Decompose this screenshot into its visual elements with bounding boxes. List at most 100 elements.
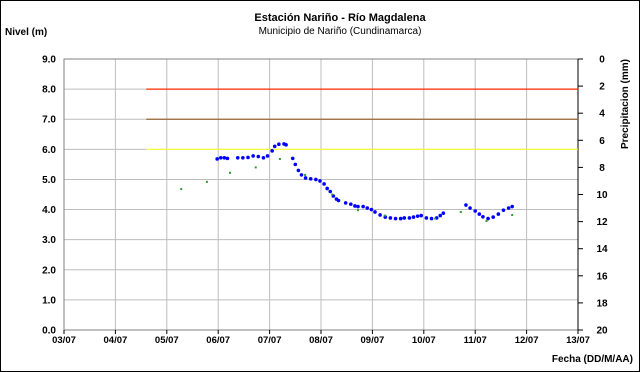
level-point bbox=[369, 207, 374, 212]
x-tick-label: 13/07 bbox=[566, 335, 590, 346]
y2-tick-label: 20 bbox=[596, 326, 608, 337]
y-tick-label: 0.0 bbox=[42, 326, 56, 337]
level-point bbox=[361, 204, 365, 209]
level-point bbox=[477, 212, 482, 216]
level-point bbox=[293, 162, 298, 167]
rain-marker bbox=[278, 157, 281, 160]
level-point bbox=[308, 177, 313, 181]
x-tick-label: 09/07 bbox=[361, 335, 385, 346]
y2-tick-label: 12 bbox=[596, 217, 608, 228]
level-point bbox=[277, 142, 281, 147]
rain-marker bbox=[357, 209, 360, 212]
y2-tick-label: 6 bbox=[599, 136, 605, 147]
level-point bbox=[473, 209, 478, 213]
x-tick-label: 03/07 bbox=[52, 335, 76, 346]
level-point bbox=[496, 212, 501, 216]
x-tick-label: 10/07 bbox=[412, 335, 436, 346]
level-point bbox=[336, 198, 341, 203]
level-point bbox=[415, 214, 420, 218]
x-tick-label: 11/07 bbox=[464, 335, 487, 346]
rain-marker bbox=[511, 213, 514, 216]
level-point bbox=[388, 216, 393, 220]
level-point bbox=[429, 216, 434, 221]
y-tick-label: 8.0 bbox=[42, 85, 56, 96]
level-point bbox=[290, 156, 295, 161]
level-point bbox=[325, 186, 329, 191]
x-axis-label: Fecha (DD/M/AA) bbox=[552, 354, 633, 365]
x-tick-label: 05/07 bbox=[155, 335, 179, 346]
level-point bbox=[256, 154, 261, 159]
x-tick-label: 06/07 bbox=[206, 335, 230, 346]
level-point bbox=[491, 215, 495, 219]
level-point bbox=[393, 216, 398, 221]
y-tick-label: 7.0 bbox=[42, 115, 56, 126]
level-point bbox=[407, 216, 412, 220]
y2-tick-label: 0 bbox=[599, 55, 605, 66]
y-tick-label: 4.0 bbox=[42, 205, 56, 216]
x-tick-label: 12/07 bbox=[515, 335, 539, 346]
level-point bbox=[373, 210, 377, 214]
y-axis-label: Nivel (m) bbox=[5, 27, 47, 38]
level-point bbox=[246, 155, 250, 160]
level-point bbox=[303, 176, 308, 180]
rain-marker bbox=[229, 171, 232, 174]
level-point bbox=[296, 168, 301, 173]
level-point bbox=[424, 216, 429, 220]
x-tick-label: 07/07 bbox=[258, 335, 282, 346]
level-point bbox=[322, 182, 326, 186]
level-point bbox=[486, 216, 490, 221]
y2-tick-label: 10 bbox=[596, 190, 608, 201]
level-point bbox=[441, 211, 446, 215]
level-point bbox=[215, 157, 219, 161]
level-point bbox=[225, 156, 230, 161]
level-point bbox=[402, 216, 407, 220]
y-tick-label: 3.0 bbox=[42, 235, 56, 246]
chart-subtitle: Municipio de Nariño (Cundinamarca) bbox=[259, 26, 422, 37]
level-point bbox=[349, 202, 353, 206]
y2-axis-label: Precipitacion (mm) bbox=[620, 59, 631, 149]
rain-marker bbox=[331, 193, 334, 196]
rain-marker bbox=[254, 166, 257, 169]
rain-marker bbox=[434, 217, 437, 220]
level-point bbox=[378, 213, 382, 217]
rain-marker bbox=[205, 180, 208, 183]
level-point bbox=[314, 177, 318, 182]
rain-marker bbox=[304, 173, 307, 176]
level-point bbox=[218, 155, 223, 160]
y2-tick-label: 2 bbox=[599, 82, 605, 93]
y2-tick-label: 16 bbox=[596, 271, 608, 282]
level-point bbox=[356, 204, 360, 209]
plot-area: 0.0 1.0 2.0 3.0 4.0 5.0 6.0 7.0 8.0 9.0 0 2 4 6 8 10 12 1… bbox=[42, 55, 608, 347]
rain-marker bbox=[180, 188, 183, 191]
level-point bbox=[270, 149, 274, 153]
y2-tick-label: 18 bbox=[596, 298, 608, 309]
level-point bbox=[353, 204, 357, 208]
level-point bbox=[438, 213, 443, 218]
rain-marker bbox=[459, 210, 462, 213]
y-tick-label: 5.0 bbox=[42, 175, 56, 186]
y-tick-label: 9.0 bbox=[42, 55, 56, 66]
level-point bbox=[284, 143, 288, 147]
level-point bbox=[501, 208, 506, 212]
level-point bbox=[468, 206, 472, 210]
y-tick-label: 1.0 bbox=[42, 295, 56, 306]
x-tick-label: 08/07 bbox=[309, 335, 333, 346]
level-point bbox=[343, 201, 348, 205]
level-point bbox=[328, 189, 333, 194]
level-point bbox=[510, 204, 515, 209]
y-tick-label: 2.0 bbox=[42, 265, 56, 276]
rain-marker bbox=[383, 214, 386, 217]
level-point bbox=[299, 173, 304, 177]
level-point bbox=[251, 154, 255, 158]
y2-tick-label: 8 bbox=[599, 163, 605, 174]
level-point bbox=[419, 213, 424, 218]
level-point bbox=[411, 215, 416, 219]
level-point bbox=[398, 216, 403, 221]
level-point bbox=[265, 154, 270, 158]
chart-title: Estación Nariño - Río Magdalena bbox=[254, 12, 426, 24]
level-point bbox=[318, 179, 322, 183]
level-point bbox=[481, 214, 485, 219]
level-point bbox=[222, 155, 227, 160]
y2-tick-label: 14 bbox=[596, 244, 608, 255]
